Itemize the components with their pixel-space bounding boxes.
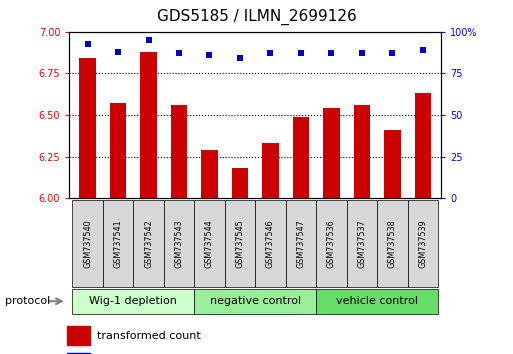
Text: GSM737545: GSM737545 (235, 219, 245, 268)
FancyBboxPatch shape (316, 289, 438, 314)
Bar (67, 326, 90, 345)
Bar (67, 353, 90, 354)
Text: protocol: protocol (5, 296, 50, 306)
FancyBboxPatch shape (133, 200, 164, 287)
Bar (323, 108, 340, 198)
FancyBboxPatch shape (72, 289, 194, 314)
Bar (201, 150, 218, 198)
Text: GSM737539: GSM737539 (419, 219, 427, 268)
Text: GSM737536: GSM737536 (327, 219, 336, 268)
Text: Wig-1 depletion: Wig-1 depletion (89, 296, 177, 306)
FancyBboxPatch shape (347, 200, 377, 287)
Text: GSM737542: GSM737542 (144, 219, 153, 268)
Point (205, 52, 213, 58)
Point (175, 51, 183, 56)
FancyBboxPatch shape (286, 200, 316, 287)
Bar (415, 93, 431, 198)
Point (145, 37, 153, 43)
Text: GSM737537: GSM737537 (358, 219, 366, 268)
Text: GSM737547: GSM737547 (297, 219, 305, 268)
Bar (231, 168, 248, 198)
FancyBboxPatch shape (316, 200, 347, 287)
FancyBboxPatch shape (225, 200, 255, 287)
Bar (262, 143, 279, 198)
Bar (140, 52, 157, 198)
FancyBboxPatch shape (72, 200, 103, 287)
Bar (79, 58, 96, 198)
FancyBboxPatch shape (255, 200, 286, 287)
Point (358, 51, 366, 56)
Bar (353, 105, 370, 198)
Text: GSM737543: GSM737543 (174, 219, 184, 268)
Bar (171, 105, 187, 198)
Text: negative control: negative control (210, 296, 301, 306)
FancyBboxPatch shape (194, 289, 316, 314)
Point (388, 51, 397, 56)
Point (327, 51, 336, 56)
Bar (384, 130, 401, 198)
Text: vehicle control: vehicle control (336, 296, 418, 306)
FancyBboxPatch shape (103, 200, 133, 287)
Point (266, 51, 274, 56)
Text: GDS5185 / ILMN_2699126: GDS5185 / ILMN_2699126 (156, 9, 357, 25)
FancyBboxPatch shape (408, 200, 438, 287)
Text: GSM737541: GSM737541 (113, 219, 123, 268)
Point (297, 51, 305, 56)
Point (84, 41, 92, 46)
Text: transformed count: transformed count (97, 331, 201, 341)
Bar (292, 117, 309, 198)
Text: GSM737546: GSM737546 (266, 219, 275, 268)
FancyBboxPatch shape (164, 200, 194, 287)
FancyBboxPatch shape (377, 200, 408, 287)
Bar (110, 103, 126, 198)
Point (114, 49, 122, 55)
Text: GSM737540: GSM737540 (83, 219, 92, 268)
Text: GSM737538: GSM737538 (388, 219, 397, 268)
Point (419, 47, 427, 53)
FancyBboxPatch shape (194, 200, 225, 287)
Text: GSM737544: GSM737544 (205, 219, 214, 268)
Point (236, 56, 244, 61)
